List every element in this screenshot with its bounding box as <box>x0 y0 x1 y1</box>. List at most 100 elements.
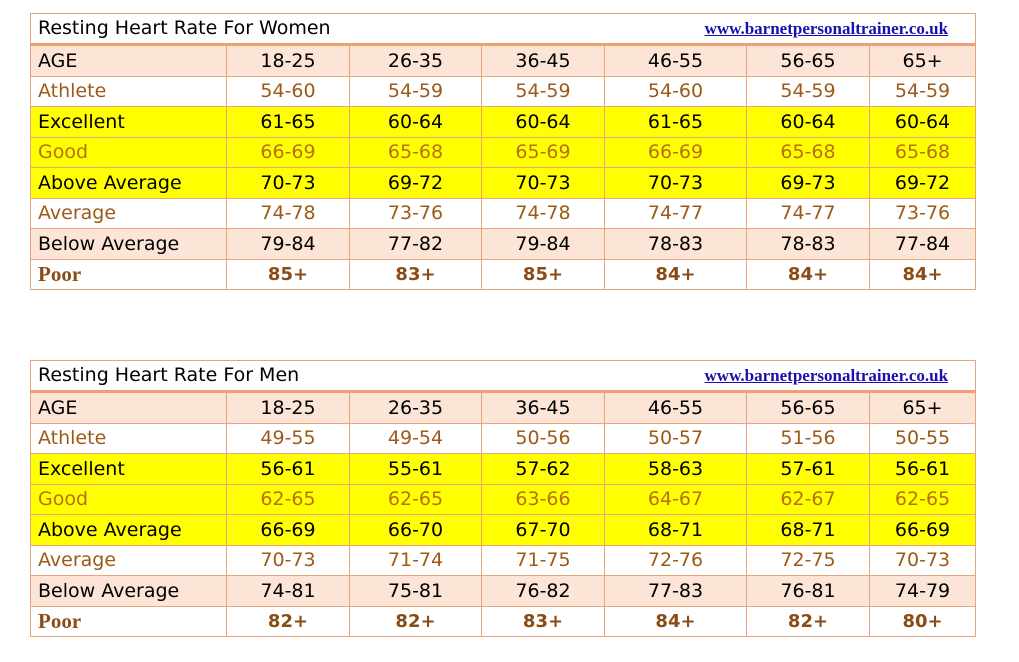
table-row: Below Average 79-84 77-82 79-84 78-83 78-83 77… <box>30 228 977 260</box>
heart-rate-cell: 83+ <box>481 605 605 637</box>
heart-rate-cell: 49-55 <box>226 422 350 454</box>
heart-rate-cell: 62-65 <box>868 483 977 515</box>
heart-rate-cell: 66-69 <box>226 136 350 168</box>
table-row: Average 74-78 73-76 74-78 74-77 74-77 73-76 <box>30 197 977 229</box>
men-heart-rate-table: Resting Heart Rate For Men www.barnetpers… <box>29 360 977 637</box>
table-row: Below Average 74-81 75-81 76-82 77-83 76-81 74… <box>30 575 977 607</box>
heart-rate-cell: 66-69 <box>604 136 747 168</box>
heart-rate-cell: 54-59 <box>746 75 870 107</box>
heart-rate-cell: 80+ <box>868 605 977 637</box>
heart-rate-cell: 55-61 <box>349 453 482 485</box>
heart-rate-cell: 71-75 <box>481 544 605 576</box>
heart-rate-cell: 60-64 <box>746 106 870 138</box>
fitness-category-label: Average <box>30 197 227 229</box>
heart-rate-cell: 66-70 <box>349 514 482 546</box>
table-row: Above Average 70-73 69-72 70-73 70-73 69-73 69… <box>30 167 977 199</box>
fitness-category-label: Good <box>30 136 227 168</box>
table-row: Poor 85+ 83+ 85+ 84+ 84+ 84+ <box>30 258 977 290</box>
website-link[interactable]: www.barnetpersonaltrainer.co.uk <box>704 19 949 38</box>
table-row: Above Average 66-69 66-70 67-70 68-71 68-71 66… <box>30 514 977 546</box>
heart-rate-cell: 84+ <box>868 258 977 290</box>
heart-rate-cell: 54-60 <box>226 75 350 107</box>
heart-rate-cell: 73-76 <box>349 197 482 229</box>
heart-rate-cell: 82+ <box>226 605 350 637</box>
heart-rate-cell: 69-72 <box>349 167 482 199</box>
website-link[interactable]: www.barnetpersonaltrainer.co.uk <box>704 366 949 385</box>
heart-rate-cell: 63-66 <box>481 483 605 515</box>
table-row: Excellent 56-61 55-61 57-62 58-63 57-61 56-61 <box>30 453 977 485</box>
heart-rate-cell: 54-59 <box>868 75 977 107</box>
heart-rate-cell: 79-84 <box>481 228 605 260</box>
fitness-category-label: Excellent <box>30 106 227 138</box>
heart-rate-cell: 69-73 <box>746 167 870 199</box>
heart-rate-cell: 60-64 <box>349 106 482 138</box>
heart-rate-cell: 70-73 <box>868 544 977 576</box>
heart-rate-cell: 77-84 <box>868 228 977 260</box>
heart-rate-cell: 74-79 <box>868 575 977 607</box>
table-title-row: Resting Heart Rate For Women www.barnetpe… <box>29 13 977 46</box>
heart-rate-cell: 54-59 <box>481 75 605 107</box>
table-row: Good 62-65 62-65 63-66 64-67 62-67 62-65 <box>30 483 977 515</box>
table-row: Athlete 49-55 49-54 50-56 50-57 51-56 50-55 <box>30 422 977 454</box>
heart-rate-cell: 73-76 <box>868 197 977 229</box>
fitness-category-label: Below Average <box>30 575 227 607</box>
heart-rate-cell: 74-77 <box>604 197 747 229</box>
heart-rate-cell: 65-68 <box>349 136 482 168</box>
age-range-header: 65+ <box>868 391 977 424</box>
heart-rate-cell: 50-55 <box>868 422 977 454</box>
fitness-category-label: Athlete <box>30 75 227 107</box>
heart-rate-cell: 65-68 <box>868 136 977 168</box>
table-body: Resting Heart Rate For Men www.barnetpers… <box>29 360 977 637</box>
heart-rate-cell: 57-62 <box>481 453 605 485</box>
heart-rate-cell: 82+ <box>349 605 482 637</box>
heart-rate-cell: 62-65 <box>349 483 482 515</box>
heart-rate-cell: 72-75 <box>746 544 870 576</box>
age-range-header: 56-65 <box>746 391 870 424</box>
age-range-header: 56-65 <box>746 44 870 77</box>
heart-rate-cell: 58-63 <box>604 453 747 485</box>
age-label: AGE <box>30 391 227 424</box>
heart-rate-cell: 60-64 <box>481 106 605 138</box>
age-range-header: 36-45 <box>481 44 605 77</box>
age-header-row: AGE 18-25 26-35 36-45 46-55 56-65 65+ <box>30 391 977 424</box>
table-title-row: Resting Heart Rate For Men www.barnetpers… <box>29 360 977 393</box>
heart-rate-cell: 61-65 <box>226 106 350 138</box>
heart-rate-cell: 85+ <box>481 258 605 290</box>
heart-rate-cell: 82+ <box>746 605 870 637</box>
heart-rate-cell: 70-73 <box>226 544 350 576</box>
heart-rate-cell: 64-67 <box>604 483 747 515</box>
fitness-category-label: Above Average <box>30 514 227 546</box>
heart-rate-cell: 68-71 <box>604 514 747 546</box>
heart-rate-cell: 66-69 <box>868 514 977 546</box>
heart-rate-cell: 61-65 <box>604 106 747 138</box>
fitness-category-label: Below Average <box>30 228 227 260</box>
heart-rate-cell: 76-82 <box>481 575 605 607</box>
heart-rate-cell: 51-56 <box>746 422 870 454</box>
fitness-category-label: Athlete <box>30 422 227 454</box>
heart-rate-cell: 54-60 <box>604 75 747 107</box>
heart-rate-cell: 78-83 <box>746 228 870 260</box>
heart-rate-cell: 84+ <box>746 258 870 290</box>
fitness-category-label: Good <box>30 483 227 515</box>
table-title-cell: Resting Heart Rate For Men www.barnetpers… <box>29 360 977 393</box>
heart-rate-cell: 69-72 <box>868 167 977 199</box>
fitness-category-label: Above Average <box>30 167 227 199</box>
age-range-header: 36-45 <box>481 391 605 424</box>
age-label: AGE <box>30 44 227 77</box>
fitness-category-label: Average <box>30 544 227 576</box>
heart-rate-cell: 76-81 <box>746 575 870 607</box>
table-row: Average 70-73 71-74 71-75 72-76 72-75 70-73 <box>30 544 977 576</box>
heart-rate-cell: 79-84 <box>226 228 350 260</box>
heart-rate-cell: 77-83 <box>604 575 747 607</box>
heart-rate-cell: 67-70 <box>481 514 605 546</box>
table-title: Resting Heart Rate For Men <box>38 364 300 386</box>
age-header-row: AGE 18-25 26-35 36-45 46-55 56-65 65+ <box>30 44 977 77</box>
heart-rate-cell: 70-73 <box>604 167 747 199</box>
heart-rate-cell: 74-81 <box>226 575 350 607</box>
table-row: Good 66-69 65-68 65-69 66-69 65-68 65-68 <box>30 136 977 168</box>
age-range-header: 46-55 <box>604 391 747 424</box>
women-heart-rate-table: Resting Heart Rate For Women www.barnetpe… <box>29 13 977 290</box>
heart-rate-cell: 75-81 <box>349 575 482 607</box>
heart-rate-cell: 84+ <box>604 605 747 637</box>
table-body: Resting Heart Rate For Women www.barnetpe… <box>29 13 977 290</box>
